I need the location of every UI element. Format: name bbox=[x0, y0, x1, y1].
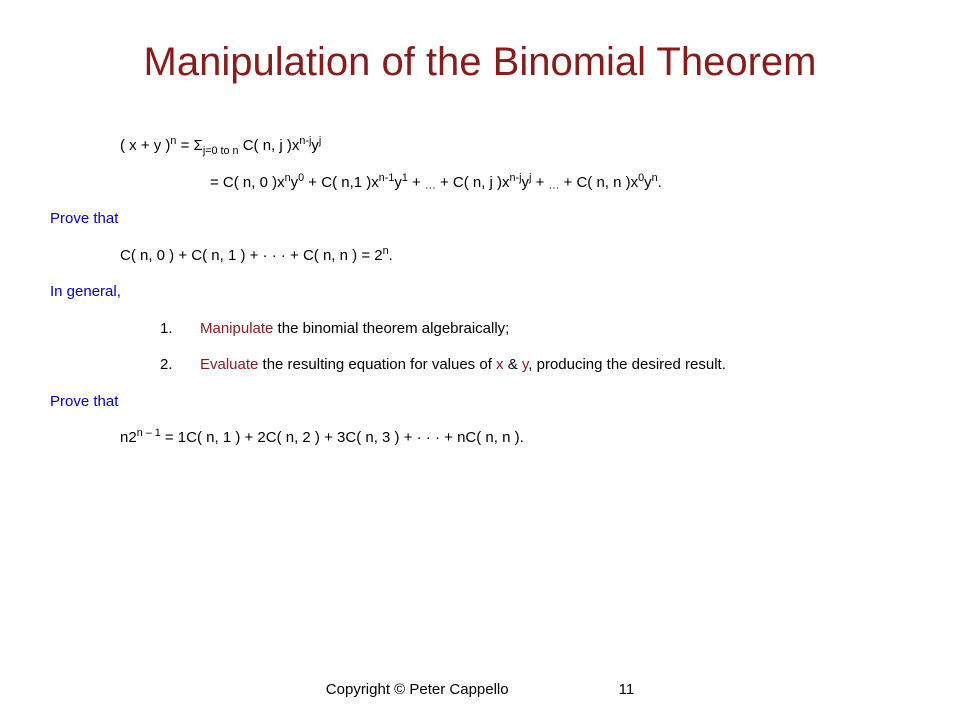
prove-label-2: Prove that bbox=[50, 391, 910, 414]
equation-line-1: ( x + y )n = Σj=0 to n C( n, j )xn-jyj bbox=[50, 135, 910, 158]
prove-equation-1: C( n, 0 ) + C( n, 1 ) + · · · + C( n, n … bbox=[50, 245, 910, 268]
step-2: 2.Evaluate the resulting equation for va… bbox=[160, 354, 910, 377]
slide-body: ( x + y )n = Σj=0 to n C( n, j )xn-jyj =… bbox=[50, 135, 910, 450]
equation-line-2: = C( n, 0 )xny0 + C( n,1 )xn-1y1 + ··· +… bbox=[50, 172, 910, 195]
prove-label-1: Prove that bbox=[50, 208, 910, 231]
general-label: In general, bbox=[50, 281, 910, 304]
prove-equation-2: n2n – 1 = 1C( n, 1 ) + 2C( n, 2 ) + 3C( … bbox=[50, 427, 910, 450]
step-1: 1.Manipulate the binomial theorem algebr… bbox=[160, 318, 910, 341]
footer-copyright: Copyright © Peter Cappello11 bbox=[0, 681, 960, 698]
slide-title: Manipulation of the Binomial Theorem bbox=[50, 40, 910, 85]
